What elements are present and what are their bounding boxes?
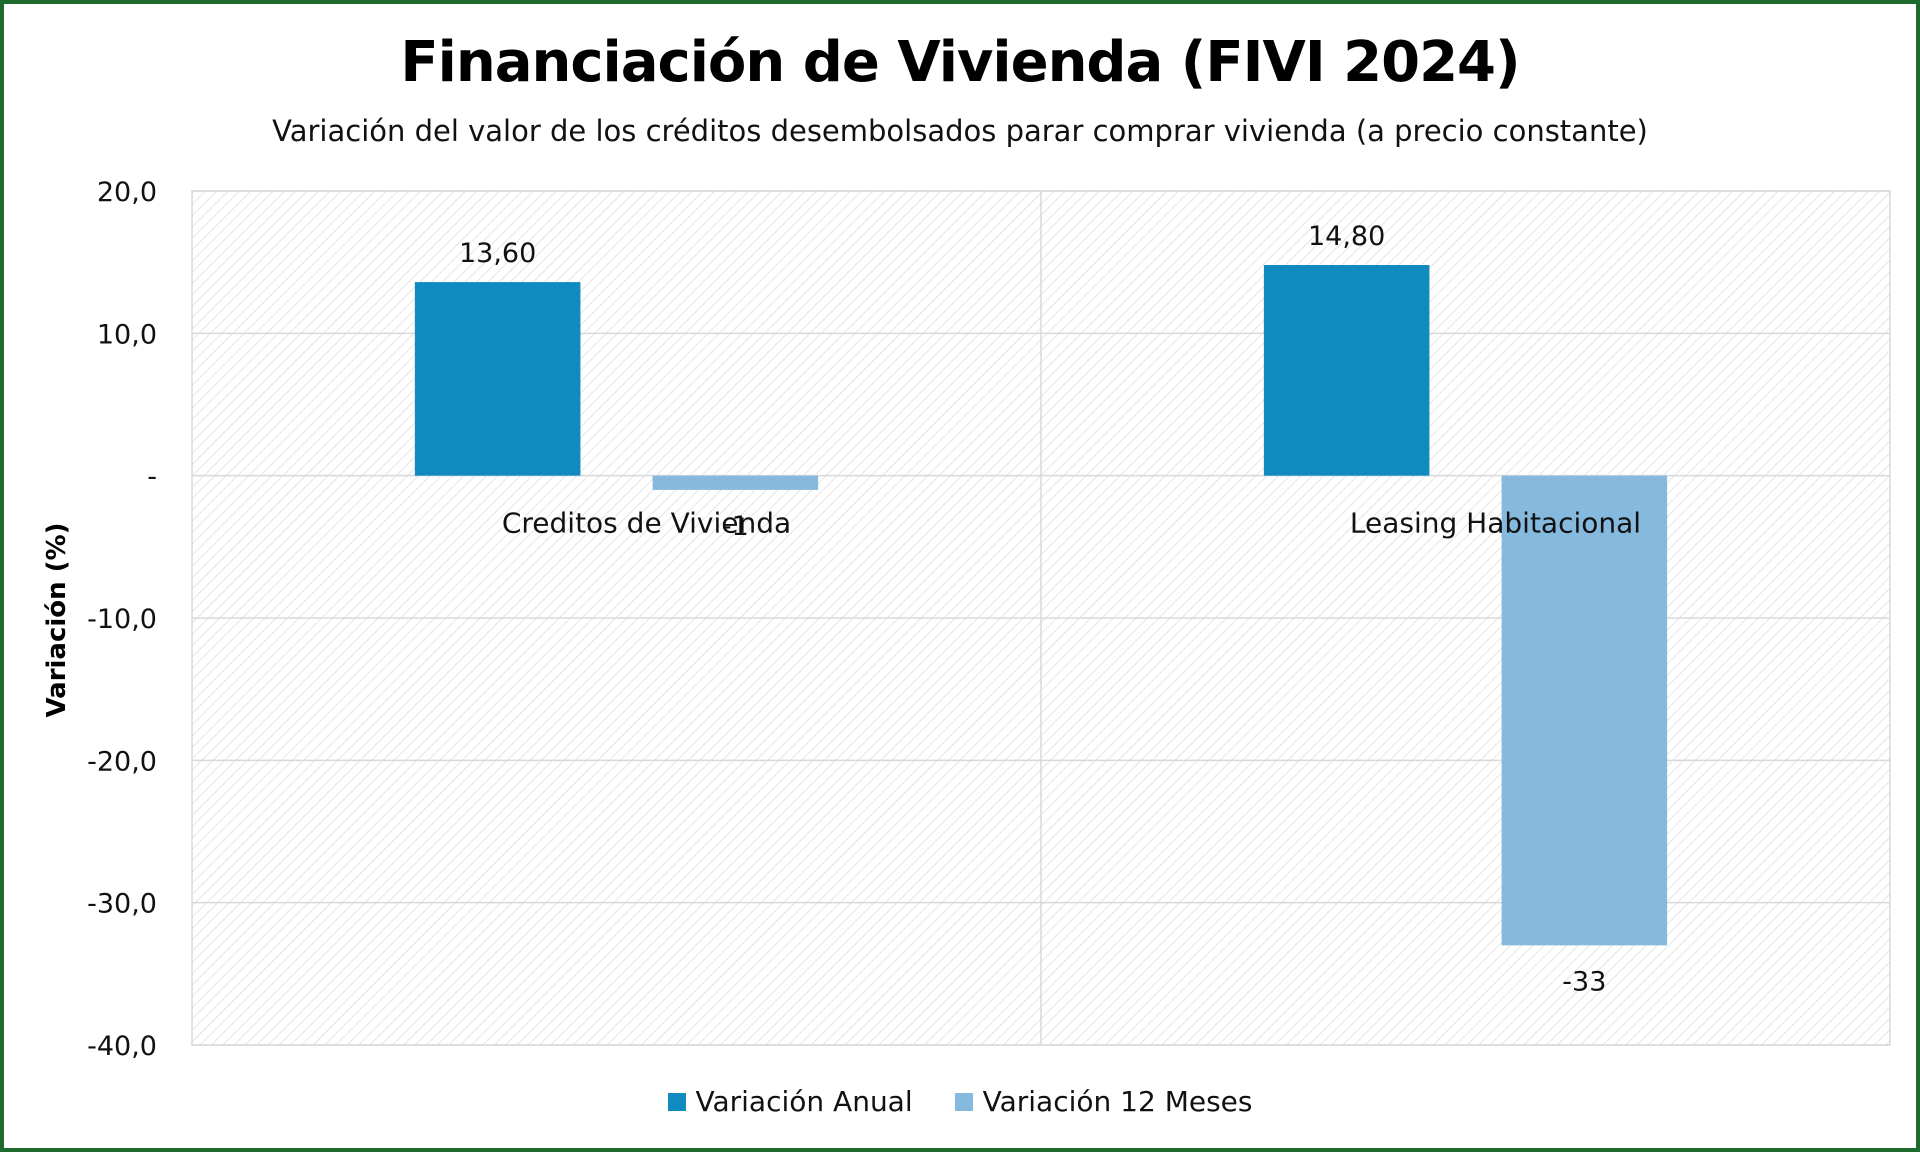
bar-12-meses-1	[1501, 475, 1668, 946]
data-label: -33	[1562, 966, 1606, 997]
legend-item-12-meses: Variación 12 Meses	[954, 1085, 1253, 1118]
legend-swatch-anual	[667, 1092, 686, 1111]
legend: Variación Anual Variación 12 Meses	[0, 1085, 1920, 1118]
data-label: 14,80	[1308, 221, 1385, 252]
legend-label-12-meses: Variación 12 Meses	[982, 1085, 1253, 1118]
category-label: Leasing Habitacional	[1350, 507, 1641, 540]
y-tick-label: -10,0	[87, 604, 157, 635]
bars-group	[414, 265, 1668, 946]
y-tick-label: 10,0	[97, 319, 157, 350]
data-labels: 13,60 14,80 -1 -33	[459, 221, 1606, 997]
y-tick-label: -	[147, 462, 157, 493]
y-tick-label: -20,0	[87, 746, 157, 777]
y-axis-label: Variación (%)	[42, 522, 72, 717]
data-label: -1	[722, 511, 749, 542]
legend-swatch-12-meses	[954, 1092, 973, 1111]
data-label: 13,60	[459, 238, 536, 269]
chart-subtitle: Variación del valor de los créditos dese…	[272, 114, 1648, 148]
legend-item-anual: Variación Anual	[667, 1085, 913, 1118]
legend-label-anual: Variación Anual	[695, 1085, 913, 1118]
chart-title: Financiación de Vivienda (FIVI 2024)	[400, 30, 1520, 95]
y-tick-label: -30,0	[87, 889, 157, 920]
bar-anual-0	[414, 282, 581, 476]
category-label: Creditos de Vivienda	[502, 507, 791, 540]
bar-12-meses-0	[652, 475, 819, 490]
y-axis-ticks: 20,0 10,0 - -10,0 -20,0 -30,0 -40,0	[87, 177, 157, 1062]
y-tick-label: -40,0	[87, 1031, 157, 1062]
bar-anual-1	[1263, 265, 1430, 476]
y-tick-label: 20,0	[97, 177, 157, 208]
category-labels: Creditos de Vivienda Leasing Habitacional	[502, 507, 1641, 540]
